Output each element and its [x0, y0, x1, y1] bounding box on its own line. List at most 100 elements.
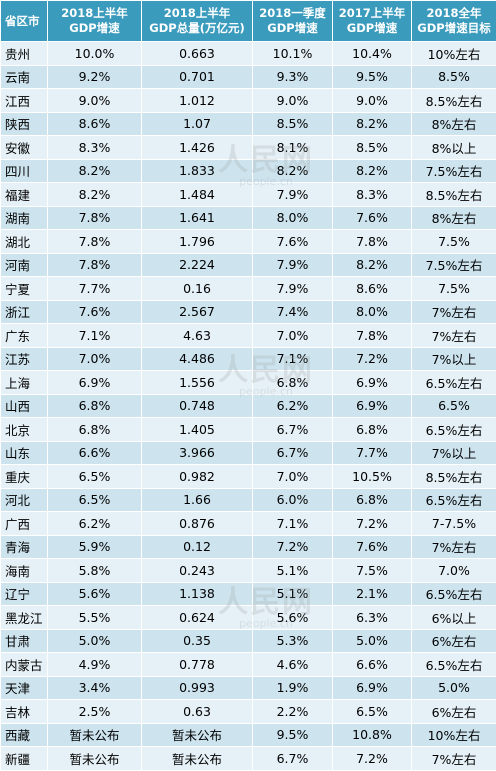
- h1-2018-total-cell: 1.012: [142, 89, 253, 113]
- h1-2018-growth-cell: 7.8%: [48, 253, 142, 277]
- province-cell: 山东: [1, 441, 48, 465]
- province-cell: 云南: [1, 65, 48, 89]
- h1-2018-total-cell: 1.833: [142, 159, 253, 183]
- q1-2018-growth-cell: 7.9%: [253, 183, 333, 207]
- province-cell: 湖北: [1, 230, 48, 254]
- h1-2018-total-cell: 1.07: [142, 112, 253, 136]
- h1-2017-growth-cell: 2.1%: [333, 582, 412, 606]
- h1-2018-total-cell: 0.778: [142, 653, 253, 677]
- target-2018-cell: 8.5%左右: [412, 183, 496, 207]
- target-2018-cell: 8.5%左右: [412, 465, 496, 489]
- header-h1-2018-growth: 2018上半年 GDP增速: [48, 1, 142, 42]
- q1-2018-growth-cell: 7.4%: [253, 300, 333, 324]
- h1-2018-growth-cell: 6.9%: [48, 371, 142, 395]
- h1-2018-growth-cell: 10.0%: [48, 42, 142, 66]
- h1-2017-growth-cell: 8.5%: [333, 136, 412, 160]
- q1-2018-growth-cell: 8.2%: [253, 159, 333, 183]
- header-line: 2018全年: [426, 6, 481, 20]
- h1-2018-growth-cell: 7.0%: [48, 347, 142, 371]
- header-line: GDP增速: [69, 21, 119, 35]
- header-line: 2018一季度: [259, 6, 326, 20]
- h1-2017-growth-cell: 6.8%: [333, 418, 412, 442]
- h1-2018-growth-cell: 6.8%: [48, 418, 142, 442]
- q1-2018-growth-cell: 5.3%: [253, 629, 333, 653]
- target-2018-cell: 7.0%: [412, 559, 496, 583]
- province-cell: 北京: [1, 418, 48, 442]
- h1-2017-growth-cell: 8.2%: [333, 159, 412, 183]
- h1-2018-growth-cell: 7.8%: [48, 230, 142, 254]
- target-2018-cell: 7-7.5%: [412, 512, 496, 536]
- q1-2018-growth-cell: 9.0%: [253, 89, 333, 113]
- province-cell: 青海: [1, 535, 48, 559]
- q1-2018-growth-cell: 5.6%: [253, 606, 333, 630]
- h1-2018-total-cell: 0.243: [142, 559, 253, 583]
- h1-2017-growth-cell: 6.3%: [333, 606, 412, 630]
- h1-2017-growth-cell: 6.5%: [333, 700, 412, 724]
- province-cell: 福建: [1, 183, 48, 207]
- h1-2018-total-cell: 0.63: [142, 700, 253, 724]
- target-2018-cell: 6.5%左右: [412, 488, 496, 512]
- h1-2018-total-cell: 0.35: [142, 629, 253, 653]
- table-header-row: 省区市 2018上半年 GDP增速 2018上半年 GDP总量(万亿元) 201…: [1, 1, 496, 42]
- q1-2018-growth-cell: 6.2%: [253, 394, 333, 418]
- h1-2018-growth-cell: 3.4%: [48, 676, 142, 700]
- h1-2017-growth-cell: 7.6%: [333, 535, 412, 559]
- target-2018-cell: 8%左右: [412, 206, 496, 230]
- header-h1-2018-total: 2018上半年 GDP总量(万亿元): [142, 1, 253, 42]
- h1-2017-growth-cell: 7.8%: [333, 230, 412, 254]
- target-2018-cell: 6.5%左右: [412, 582, 496, 606]
- h1-2018-growth-cell: 5.5%: [48, 606, 142, 630]
- target-2018-cell: 6.5%左右: [412, 418, 496, 442]
- q1-2018-growth-cell: 1.9%: [253, 676, 333, 700]
- q1-2018-growth-cell: 7.9%: [253, 253, 333, 277]
- header-line: 2018上半年: [164, 6, 231, 20]
- h1-2018-total-cell: 1.66: [142, 488, 253, 512]
- h1-2018-total-cell: 1.426: [142, 136, 253, 160]
- h1-2018-growth-cell: 8.2%: [48, 159, 142, 183]
- province-cell: 重庆: [1, 465, 48, 489]
- h1-2017-growth-cell: 10.4%: [333, 42, 412, 66]
- q1-2018-growth-cell: 4.6%: [253, 653, 333, 677]
- q1-2018-growth-cell: 7.0%: [253, 465, 333, 489]
- target-2018-cell: 6.5%左右: [412, 653, 496, 677]
- h1-2018-total-cell: 0.701: [142, 65, 253, 89]
- q1-2018-growth-cell: 7.1%: [253, 512, 333, 536]
- h1-2018-total-cell: 3.966: [142, 441, 253, 465]
- q1-2018-growth-cell: 7.9%: [253, 277, 333, 301]
- h1-2017-growth-cell: 8.6%: [333, 277, 412, 301]
- q1-2018-growth-cell: 6.8%: [253, 371, 333, 395]
- target-2018-cell: 6%左右: [412, 629, 496, 653]
- province-cell: 内蒙古: [1, 653, 48, 677]
- province-cell: 江西: [1, 89, 48, 113]
- province-cell: 天津: [1, 676, 48, 700]
- h1-2017-growth-cell: 6.9%: [333, 676, 412, 700]
- h1-2017-growth-cell: 8.2%: [333, 253, 412, 277]
- province-cell: 新疆: [1, 747, 48, 771]
- province-cell: 浙江: [1, 300, 48, 324]
- province-cell: 黑龙江: [1, 606, 48, 630]
- h1-2017-growth-cell: 7.2%: [333, 512, 412, 536]
- h1-2017-growth-cell: 5.0%: [333, 629, 412, 653]
- h1-2018-growth-cell: 6.5%: [48, 465, 142, 489]
- h1-2017-growth-cell: 6.9%: [333, 394, 412, 418]
- q1-2018-growth-cell: 5.1%: [253, 559, 333, 583]
- target-2018-cell: 7.5%: [412, 277, 496, 301]
- h1-2018-growth-cell: 6.5%: [48, 488, 142, 512]
- target-2018-cell: 8%以上: [412, 136, 496, 160]
- h1-2018-growth-cell: 5.0%: [48, 629, 142, 653]
